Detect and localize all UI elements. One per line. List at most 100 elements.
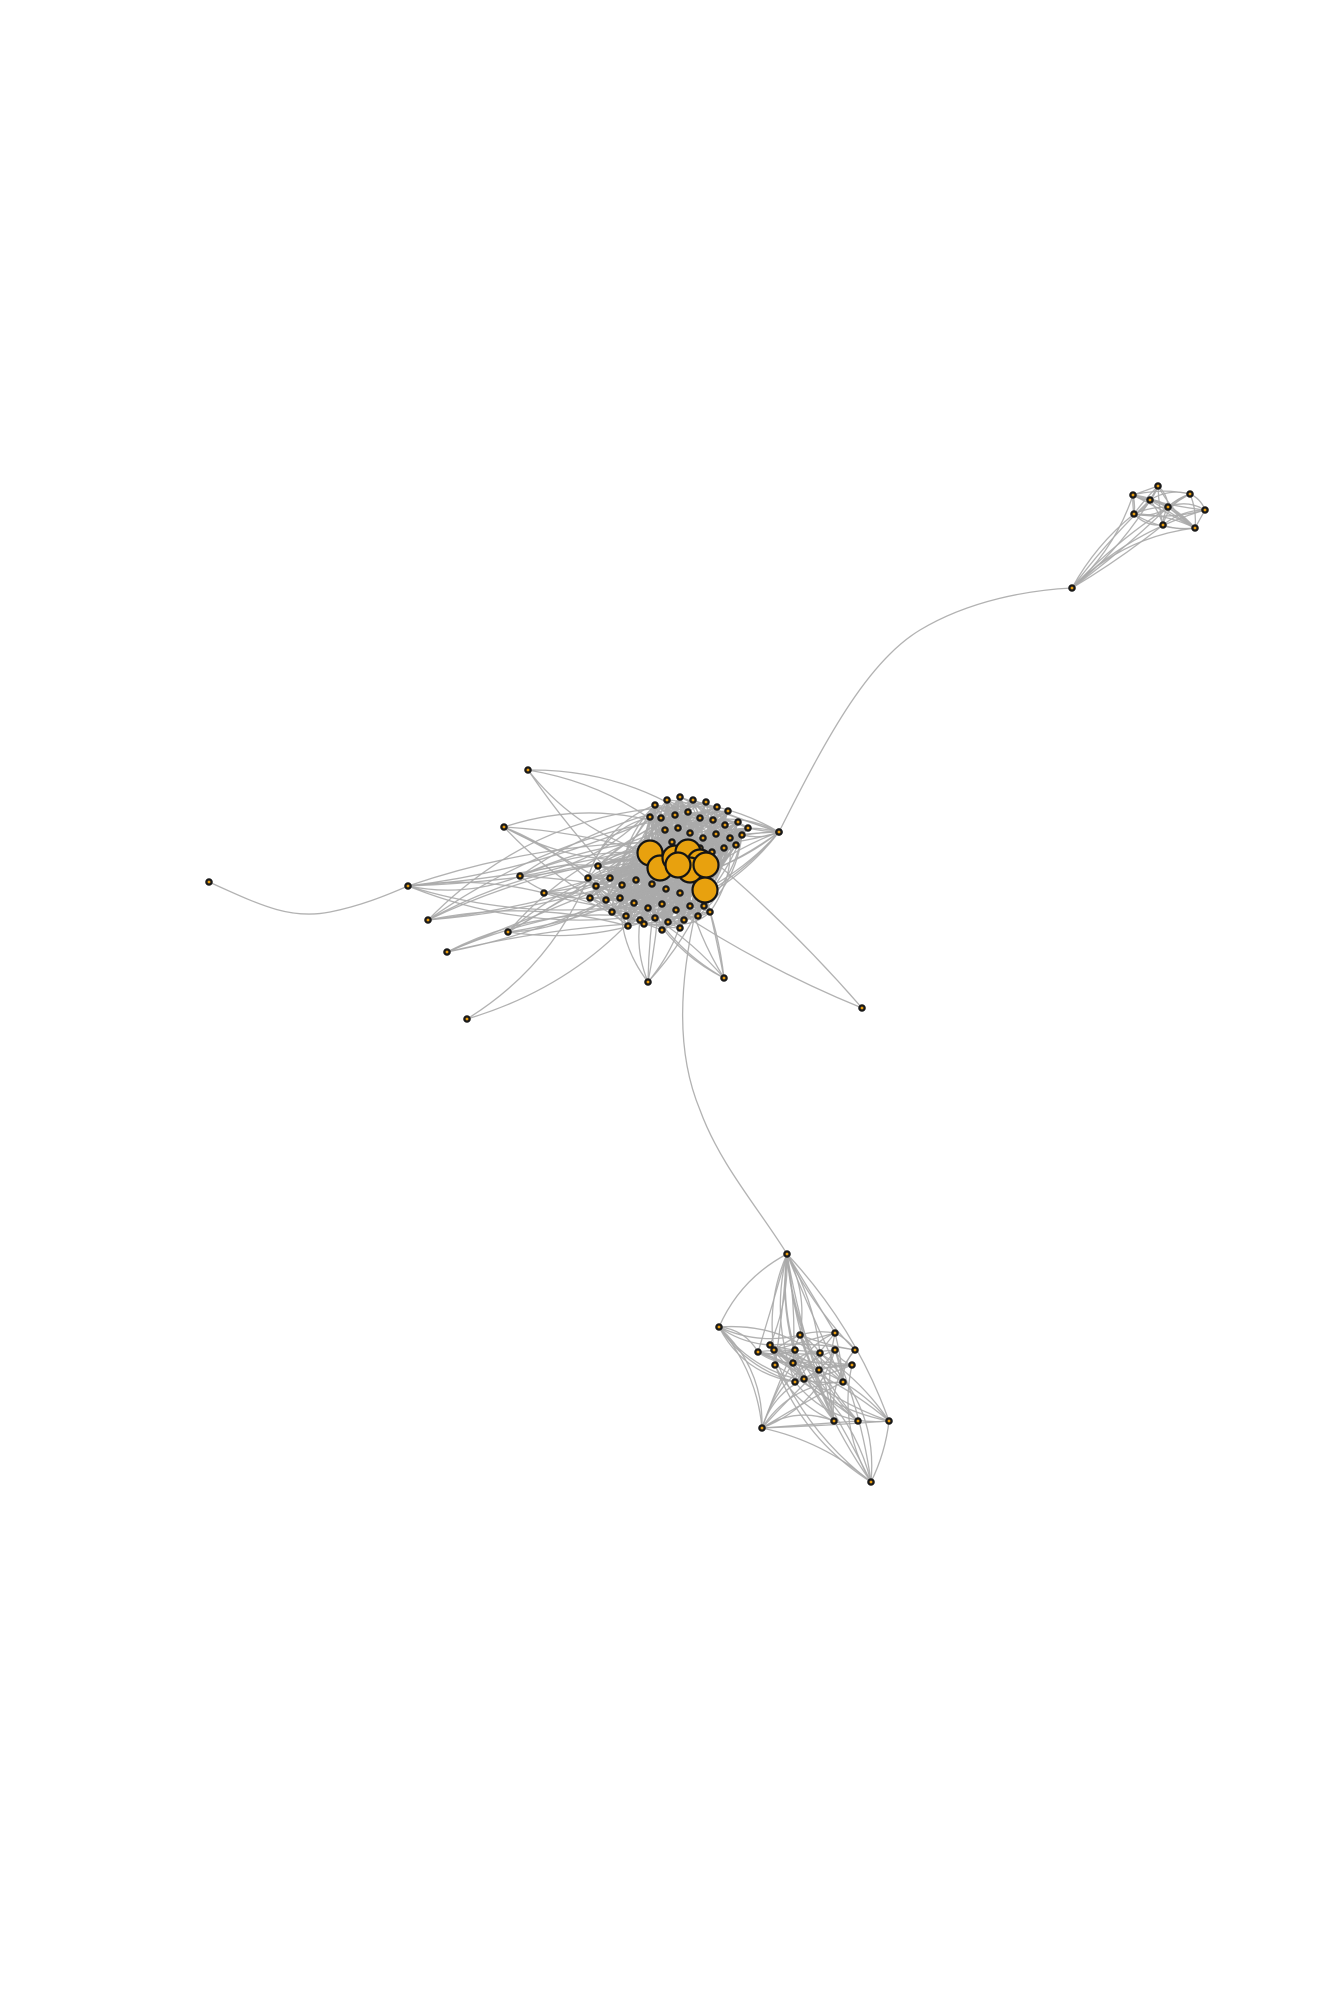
graph-node [648, 880, 656, 888]
graph-node [712, 830, 720, 838]
edge [647, 796, 681, 983]
edge [761, 1369, 820, 1429]
graph-node [524, 766, 532, 774]
graph-node [443, 948, 451, 956]
graph-node [851, 1346, 859, 1354]
edge [761, 1414, 835, 1429]
graph-node [602, 896, 610, 904]
graph-node [680, 916, 688, 924]
graph-node [640, 920, 648, 928]
graph-node [706, 908, 714, 916]
graph-node [668, 838, 676, 846]
graph-node [1068, 584, 1076, 592]
graph-node [618, 881, 626, 889]
graph-node [651, 801, 659, 809]
graph-node [854, 1417, 862, 1425]
graph-node [694, 912, 702, 920]
graph-node [796, 1331, 804, 1339]
graph-node [662, 885, 670, 893]
graph-node [674, 824, 682, 832]
edge [407, 841, 673, 887]
edge [757, 1351, 872, 1483]
graph-node [608, 908, 616, 916]
edge [1071, 506, 1169, 589]
edge [446, 914, 627, 953]
hub-node [664, 851, 692, 879]
graph-node [676, 924, 684, 932]
edge [761, 1420, 859, 1429]
edge [794, 1349, 872, 1483]
graph-node [885, 1417, 893, 1425]
edge [718, 1326, 771, 1346]
edge [407, 885, 706, 911]
graph-node [671, 811, 679, 819]
edge [407, 885, 677, 921]
edge [527, 769, 651, 854]
edge [638, 919, 649, 983]
graph-node [848, 1361, 856, 1369]
edge [543, 892, 629, 927]
graph-node [1159, 521, 1167, 529]
graph-node [586, 894, 594, 902]
graph-node [616, 894, 624, 902]
graph-node [775, 828, 783, 836]
edge [407, 881, 545, 894]
graph-node [699, 834, 707, 842]
graph-node [1129, 491, 1137, 499]
graph-node [540, 889, 548, 897]
graph-node [1130, 510, 1138, 518]
graph-node [715, 1323, 723, 1331]
graph-node [770, 1346, 778, 1354]
graph-node [758, 1424, 766, 1432]
edge [718, 1253, 788, 1328]
graph-node [1191, 524, 1199, 532]
graph-node [676, 793, 684, 801]
hub-node [692, 851, 720, 879]
graph-node [676, 889, 684, 897]
edge [503, 812, 691, 834]
graph-node [584, 874, 592, 882]
graph-node [624, 922, 632, 930]
graph-node [738, 831, 746, 839]
edge [1071, 493, 1191, 589]
graph-node [766, 1341, 774, 1349]
edge [786, 1253, 890, 1422]
graph-node [644, 904, 652, 912]
graph-node [658, 900, 666, 908]
edge [718, 1326, 763, 1429]
edge [718, 1325, 844, 1383]
graph-node [800, 1375, 808, 1383]
graph-node [463, 1015, 471, 1023]
graph-node [791, 1378, 799, 1386]
graph-node [789, 1359, 797, 1367]
edge [792, 1362, 890, 1422]
graph-node [664, 918, 672, 926]
edge [774, 1364, 835, 1422]
edge [1071, 524, 1164, 589]
graph-node [663, 796, 671, 804]
graph-node [783, 1250, 791, 1258]
graph-node [1164, 503, 1172, 511]
edge [1071, 527, 1196, 589]
edge [1071, 499, 1151, 589]
graph-node [404, 882, 412, 890]
graph-node [744, 824, 752, 832]
graph-node [734, 818, 742, 826]
graph-node [424, 916, 432, 924]
edge [834, 1349, 872, 1483]
edge-layer [208, 485, 1206, 1483]
graph-node [1146, 496, 1154, 504]
edge [761, 1349, 836, 1429]
edge [527, 769, 717, 835]
edge [818, 1369, 890, 1422]
graph-node [1201, 506, 1209, 514]
graph-node [702, 798, 710, 806]
graph-node [709, 816, 717, 824]
graph-node [867, 1478, 875, 1486]
edge [427, 857, 676, 921]
edge [519, 804, 656, 877]
edge [769, 1343, 856, 1351]
graph-node [630, 899, 638, 907]
edge [507, 884, 623, 933]
node-layer [205, 482, 1209, 1486]
